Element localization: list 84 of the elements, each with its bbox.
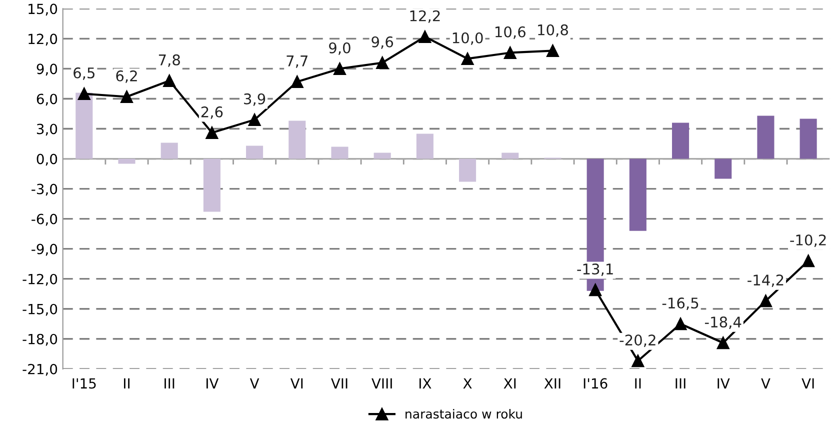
data-label: -14,2 xyxy=(748,274,784,288)
point xyxy=(376,56,389,69)
bar xyxy=(331,146,348,159)
data-label: 6,2 xyxy=(116,70,137,83)
point xyxy=(120,90,133,103)
point xyxy=(716,336,730,350)
data-label: -18,4 xyxy=(704,316,742,330)
point xyxy=(759,294,772,308)
legend-label: narastaiaco w roku xyxy=(406,408,522,419)
x-tick-label: VII xyxy=(331,378,348,388)
data-label: 10,6 xyxy=(496,26,526,39)
data-label: 9,0 xyxy=(329,42,350,55)
point xyxy=(333,62,346,75)
point xyxy=(248,113,261,126)
x-tick-label: I'16 xyxy=(584,378,608,389)
y-tick-label: -6,0 xyxy=(32,214,58,226)
point xyxy=(632,354,644,368)
bar xyxy=(118,158,136,164)
y-tick-label: -9,0 xyxy=(32,244,58,256)
data-label: 2,6 xyxy=(201,106,223,119)
point xyxy=(674,318,687,330)
x-tick-label: X xyxy=(463,378,472,388)
y-tick-label: 15,0 xyxy=(28,4,58,16)
bar xyxy=(246,146,264,159)
x-tick-label: V xyxy=(761,378,770,388)
bar xyxy=(288,120,306,159)
y-tick-label: 3,0 xyxy=(36,124,58,136)
bar xyxy=(757,116,774,159)
bar xyxy=(160,142,178,159)
y-tick-label: -15,0 xyxy=(22,304,58,316)
x-tick-label: IX xyxy=(419,378,432,388)
y-tick-label: 12,0 xyxy=(28,34,58,46)
x-tick-label: VI xyxy=(290,378,303,388)
y-tick-label: 9,0 xyxy=(36,64,58,76)
bar xyxy=(800,118,817,159)
data-label: -16,5 xyxy=(662,298,698,310)
x-tick-label: XII xyxy=(544,378,560,388)
data-label: 3,9 xyxy=(244,93,266,106)
point xyxy=(802,254,815,268)
x-tick-label: V xyxy=(250,378,260,388)
data-label: 10,0 xyxy=(452,32,483,45)
bar xyxy=(629,158,646,231)
y-tick-label: -21,0 xyxy=(22,364,58,376)
data-label: -13,1 xyxy=(577,263,613,276)
x-tick-label: IV xyxy=(718,378,730,388)
x-tick-label: VI xyxy=(802,378,814,388)
point xyxy=(461,52,474,65)
data-label: 10,8 xyxy=(538,24,568,37)
data-label: -10,2 xyxy=(790,234,826,247)
x-tick-label: I'15 xyxy=(72,378,96,389)
point xyxy=(589,284,602,296)
x-tick-label: VIII xyxy=(372,378,392,388)
data-label: 6,5 xyxy=(74,67,94,80)
point xyxy=(206,126,218,140)
bar xyxy=(374,152,391,159)
x-tick-label: IV xyxy=(206,378,219,388)
point xyxy=(290,75,304,88)
y-tick-label: -12,0 xyxy=(22,274,58,286)
x-tick-label: II xyxy=(124,378,130,388)
data-label: 9,6 xyxy=(372,36,394,49)
bar xyxy=(203,158,220,212)
x-tick-label: XI xyxy=(504,378,516,388)
data-label: 7,7 xyxy=(286,56,308,68)
bar xyxy=(76,92,93,159)
point xyxy=(418,30,432,43)
bar xyxy=(714,158,732,179)
y-tick-label: 0,0 xyxy=(36,154,58,166)
x-tick-label: III xyxy=(676,378,686,388)
point xyxy=(78,87,90,100)
bar xyxy=(502,152,519,159)
y-tick-label: -18,0 xyxy=(22,334,58,346)
data-label: 12,2 xyxy=(410,10,440,23)
y-tick-label: -3,0 xyxy=(32,184,58,196)
data-label: 7,8 xyxy=(158,54,180,67)
data-label: -20,2 xyxy=(620,334,656,348)
y-tick-label: 6,0 xyxy=(36,94,58,106)
x-tick-label: II xyxy=(635,378,641,388)
x-tick-label: III xyxy=(164,378,174,388)
bar xyxy=(416,134,434,159)
point xyxy=(504,46,516,59)
point xyxy=(546,44,559,57)
bar xyxy=(459,158,476,182)
point xyxy=(163,74,176,87)
bar xyxy=(672,122,690,159)
